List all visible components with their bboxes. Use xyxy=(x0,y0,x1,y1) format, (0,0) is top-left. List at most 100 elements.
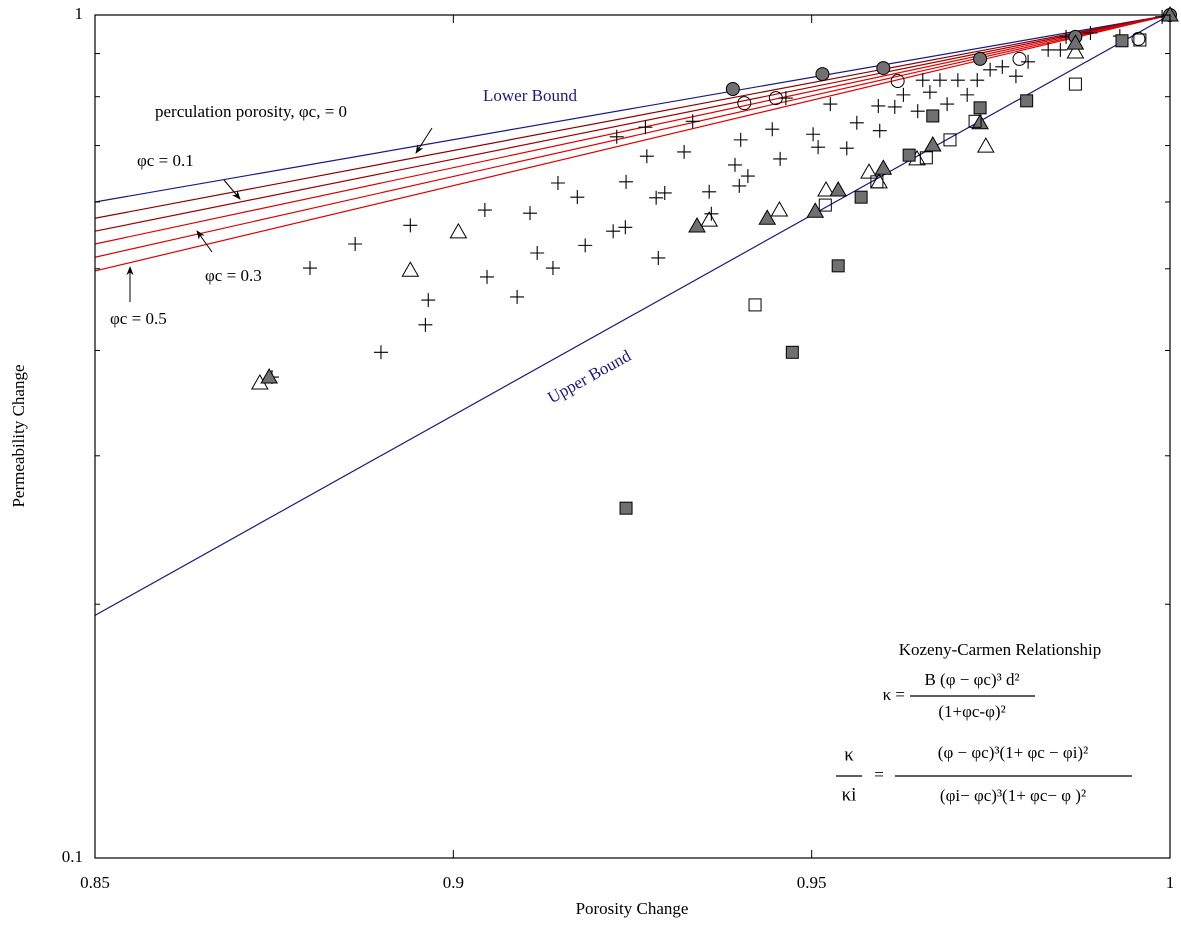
circle-marker xyxy=(768,91,783,106)
x-axis-label: Porosity Change xyxy=(576,899,689,918)
triangle-marker xyxy=(1066,34,1085,50)
plus-marker xyxy=(932,73,947,88)
square-marker xyxy=(943,133,957,147)
plus-marker xyxy=(995,59,1010,74)
plus-marker xyxy=(677,144,692,159)
square-marker xyxy=(854,190,868,204)
plus-marker xyxy=(1008,69,1023,84)
plus-marker xyxy=(638,120,653,135)
plus-marker xyxy=(806,127,821,142)
triangle-marker xyxy=(971,113,989,130)
plus-marker xyxy=(550,175,565,190)
circle-marker xyxy=(815,67,830,82)
circle-marker xyxy=(876,61,891,76)
plus-marker xyxy=(910,104,925,119)
model-line xyxy=(94,14,1171,258)
annotation-arrow xyxy=(415,127,433,154)
annotation-arrow xyxy=(196,230,213,253)
lower-bound-label: Lower Bound xyxy=(483,86,577,105)
annotation: φc = 0.5 xyxy=(110,309,167,328)
square-marker xyxy=(919,151,933,165)
y-tick-label: 1 xyxy=(75,4,84,23)
plus-marker xyxy=(765,122,780,137)
annotation: φc = 0.3 xyxy=(205,266,262,285)
square-marker xyxy=(1020,94,1034,108)
plus-marker xyxy=(348,236,363,251)
plus-marker xyxy=(970,73,985,88)
plus-marker xyxy=(651,250,666,265)
plus-marker xyxy=(477,203,492,218)
plus-marker xyxy=(1083,26,1098,41)
plus-marker xyxy=(915,73,930,88)
plot-frame xyxy=(94,14,1171,859)
x-tick-label: 1 xyxy=(1166,873,1175,892)
triangle-marker xyxy=(770,201,789,217)
triangle-marker xyxy=(817,181,835,197)
square-marker xyxy=(785,345,799,359)
plus-marker xyxy=(649,190,664,205)
formula-text: B (φ − φc)³ d² xyxy=(924,670,1019,689)
formula-text: κ = xyxy=(883,685,905,704)
square-marker xyxy=(748,298,762,312)
plus-marker xyxy=(606,224,621,239)
circle-marker xyxy=(737,96,752,111)
square-marker xyxy=(818,198,832,212)
y-tick-label: 0.1 xyxy=(62,847,83,866)
plus-marker xyxy=(704,206,719,221)
plus-marker xyxy=(896,87,911,102)
formula-text: κi xyxy=(842,784,857,805)
plus-marker xyxy=(839,141,854,156)
square-marker xyxy=(926,109,940,123)
plus-marker xyxy=(480,269,495,284)
plus-marker xyxy=(733,132,748,147)
triangle-marker xyxy=(758,209,777,225)
plus-marker xyxy=(773,151,788,166)
annotation-arrow xyxy=(223,179,241,200)
plus-marker xyxy=(727,157,742,172)
plus-marker xyxy=(778,91,793,106)
model-line xyxy=(94,14,1171,616)
plot-area xyxy=(94,5,1179,616)
plus-marker xyxy=(373,345,388,360)
plus-marker xyxy=(639,149,654,164)
plus-marker xyxy=(510,289,525,304)
plus-marker xyxy=(702,184,717,199)
model-line xyxy=(94,14,1171,272)
triangle-marker xyxy=(700,211,719,227)
model-line xyxy=(94,14,1171,232)
plus-marker xyxy=(983,62,998,77)
square-marker xyxy=(902,148,916,162)
square-marker xyxy=(1133,33,1147,47)
square-marker xyxy=(619,501,633,515)
plus-marker xyxy=(1053,42,1068,57)
triangle-marker xyxy=(829,181,848,197)
annotation: perculation porosity, φc, = 0 xyxy=(155,102,347,121)
formula-title: Kozeny-Carmen Relationship xyxy=(899,640,1102,659)
square-marker xyxy=(1068,77,1082,91)
circle-marker xyxy=(973,51,988,66)
plus-marker xyxy=(732,178,747,193)
plus-marker xyxy=(1041,42,1056,57)
plus-marker xyxy=(609,129,624,144)
circle-marker xyxy=(890,74,905,89)
circle-marker xyxy=(725,81,740,96)
formula-text: κ xyxy=(844,744,854,765)
square-marker xyxy=(870,175,884,189)
plus-marker xyxy=(823,97,838,112)
triangle-marker xyxy=(976,137,995,153)
plus-marker xyxy=(811,140,826,155)
model-line xyxy=(94,14,1171,245)
plus-marker xyxy=(570,190,585,205)
plus-marker xyxy=(403,218,418,233)
model-line xyxy=(94,14,1171,219)
square-marker xyxy=(973,101,987,115)
plus-marker xyxy=(545,261,560,276)
plus-marker xyxy=(922,85,937,100)
plus-marker xyxy=(657,185,672,200)
triangle-marker xyxy=(923,136,942,152)
plus-marker xyxy=(618,220,633,235)
formula-text: (1+φc-φ)² xyxy=(938,702,1005,721)
